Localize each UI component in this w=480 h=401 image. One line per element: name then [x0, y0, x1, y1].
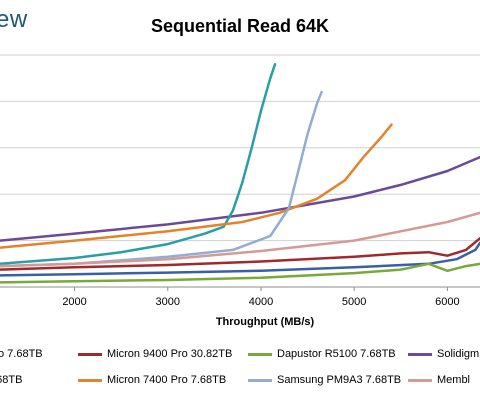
series-line-7 [0, 211, 480, 268]
legend-label: Pro 7.68TB [0, 348, 43, 360]
legend-item-4: 7.68TB [0, 374, 22, 386]
series-lines [0, 63, 480, 284]
chart-title: Sequential Read 64K [150, 16, 330, 36]
brand-logo-text: ew [0, 6, 28, 33]
gridlines [0, 54, 480, 242]
legend-item-1: Micron 9400 Pro 30.82TB [78, 348, 232, 360]
legend-label: Membl [437, 374, 471, 386]
legend-label: 7.68TB [0, 374, 23, 386]
legend-swatch [408, 352, 432, 356]
series-line-4 [0, 63, 277, 266]
legend-item-0: Pro 7.68TB [0, 348, 43, 360]
series-line-0 [0, 241, 480, 277]
series-line-2 [0, 262, 480, 284]
legend-label: Micron 7400 Pro 7.68TB [107, 374, 227, 386]
legend-item-7: Membl [408, 374, 470, 386]
x-tick-label: 4000 [249, 296, 273, 308]
legend-item-2: Dapustor R5100 7.68TB [248, 348, 396, 360]
x-axis-label: Throughput (MB/s) [215, 316, 315, 328]
x-tick-label: 6000 [435, 296, 459, 308]
legend-swatch [78, 352, 102, 356]
x-tick-label: 3000 [156, 296, 180, 308]
legend-item-5: Micron 7400 Pro 7.68TB [78, 374, 226, 386]
legend-label: Micron 9400 Pro 30.82TB [107, 348, 233, 360]
legend-item-3: Solidigm [408, 348, 479, 360]
x-tick-label: 2000 [62, 296, 86, 308]
series-line-1 [0, 237, 480, 271]
series-line-6 [0, 90, 323, 268]
series-line-3 [0, 155, 480, 242]
legend-label: Samsung PM9A3 7.68TB [277, 374, 402, 386]
series-line-5 [0, 123, 393, 249]
legend-label: Dapustor R5100 7.68TB [277, 348, 396, 360]
x-tick-label: 5000 [342, 296, 366, 308]
legend-swatch [248, 378, 272, 382]
legend-label: Solidigm [437, 348, 480, 360]
legend-swatch [408, 378, 432, 382]
legend-swatch [248, 352, 272, 356]
legend-item-6: Samsung PM9A3 7.68TB [248, 374, 401, 386]
x-tick-labels: 2000 3000 4000 5000 6000 [62, 287, 460, 308]
legend-swatch [78, 378, 102, 382]
